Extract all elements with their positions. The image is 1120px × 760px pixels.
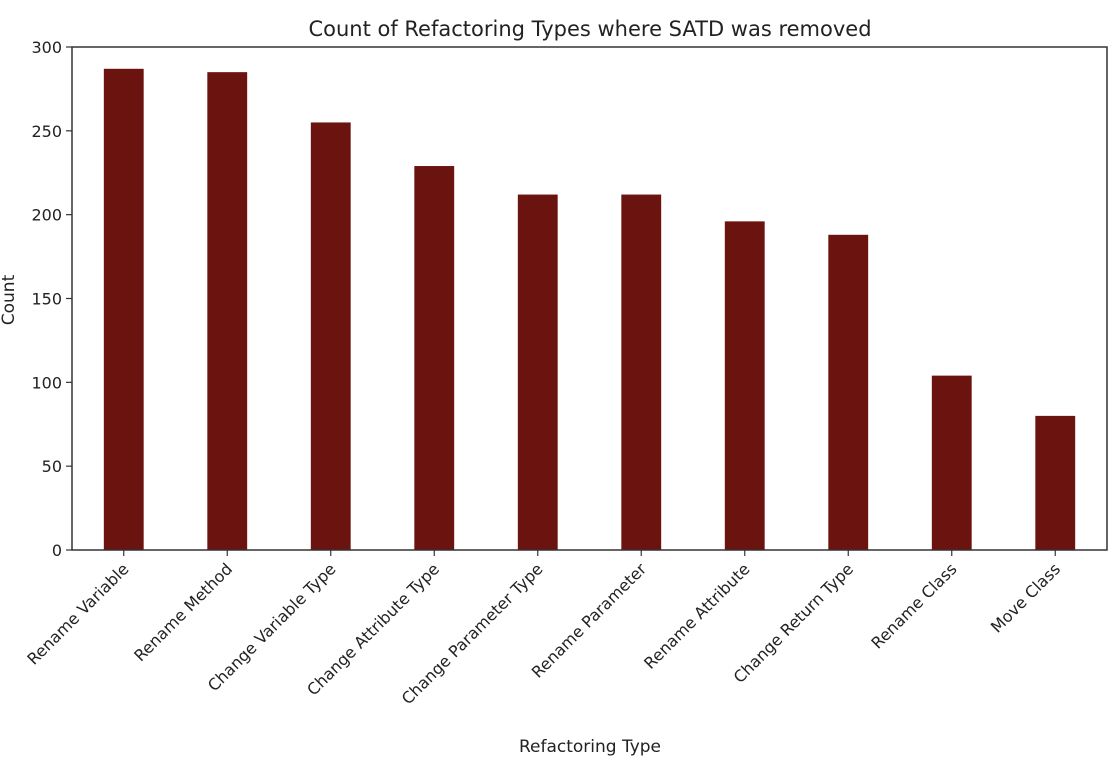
bar [931, 375, 972, 550]
bar [103, 68, 144, 551]
chart-title: Count of Refactoring Types where SATD wa… [308, 17, 871, 41]
plot-area [103, 68, 1076, 551]
bar [621, 194, 662, 550]
x-tick-label: Rename Attribute [640, 559, 753, 672]
y-tick-label: 0 [52, 541, 62, 560]
x-tick-label: Move Class [987, 559, 1064, 636]
y-tick-label: 50 [42, 457, 62, 476]
y-tick-label: 100 [31, 373, 62, 392]
y-tick-label: 250 [31, 122, 62, 141]
y-axis: 0 50 100 150 200 250 300 [31, 38, 72, 560]
x-tick-label: Rename Parameter [528, 559, 651, 682]
x-tick-label: Change Return Type [730, 559, 857, 686]
y-axis-title: Count [0, 274, 19, 325]
bar [207, 72, 248, 551]
x-tick-label: Rename Class [867, 559, 960, 652]
x-tick-label: Rename Variable [23, 559, 132, 668]
y-tick-label: 300 [31, 38, 62, 57]
bar [828, 234, 869, 550]
bar [310, 122, 351, 550]
y-tick-label: 200 [31, 206, 62, 225]
y-tick-label: 150 [31, 290, 62, 309]
x-tick-label: Rename Method [130, 559, 236, 665]
bar [414, 166, 455, 550]
x-axis-title: Refactoring Type [519, 737, 661, 757]
bar [724, 221, 765, 550]
bar [1035, 415, 1076, 550]
bar [517, 194, 558, 550]
